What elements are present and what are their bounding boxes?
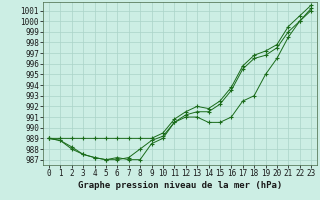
X-axis label: Graphe pression niveau de la mer (hPa): Graphe pression niveau de la mer (hPa) bbox=[78, 181, 282, 190]
